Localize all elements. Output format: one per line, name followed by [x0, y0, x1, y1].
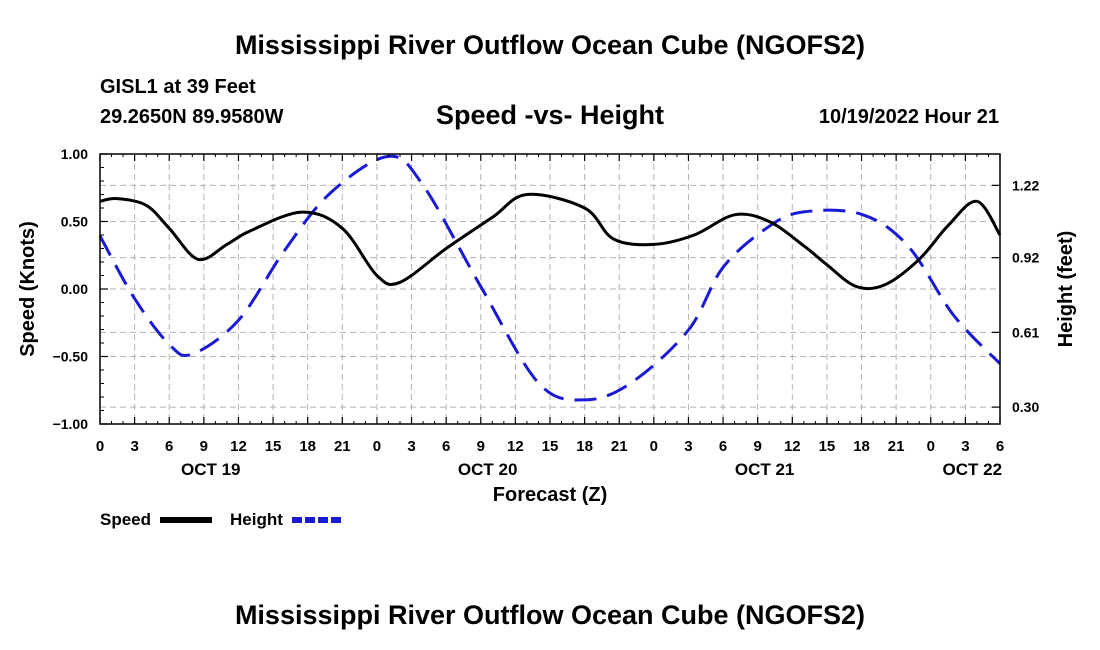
coordinates-label: 29.2650N 89.9580W: [100, 106, 284, 128]
x-tick-label: 21: [611, 438, 628, 455]
y-tick-label: 1.00: [61, 146, 88, 162]
date-label: OCT 21: [735, 460, 795, 479]
x-tick-label: 18: [299, 438, 316, 455]
x-tick-label: 21: [334, 438, 351, 455]
y-tick-label: −1.00: [53, 416, 89, 432]
x-tick-label: 9: [754, 438, 762, 455]
x-tick-label: 15: [542, 438, 559, 455]
x-tick-label: 9: [200, 438, 208, 455]
x-tick-label: 0: [650, 438, 658, 455]
x-tick-label: 6: [996, 438, 1004, 455]
x-tick-label: 12: [507, 438, 524, 455]
chart-subtitle: Speed -vs- Height: [435, 100, 665, 130]
x-tick-label: 0: [373, 438, 381, 455]
legend-label-speed: Speed: [100, 510, 151, 529]
date-label: OCT 22: [943, 460, 1003, 479]
x-tick-label: 6: [719, 438, 727, 455]
x-tick-label: 12: [784, 438, 801, 455]
chart-title: Mississippi River Outflow Ocean Cube (NG…: [234, 30, 866, 60]
x-tick-label: 0: [927, 438, 935, 455]
station-label: GISL1 at 39 Feet: [100, 76, 256, 98]
y2-tick-label: 0.30: [1012, 399, 1039, 415]
date-label: OCT 20: [458, 460, 518, 479]
series-layer: [98, 154, 1002, 402]
y-tick-label: 0.00: [61, 281, 88, 297]
y2-tick-label: 0.92: [1012, 250, 1039, 266]
y2-tick-label: 0.61: [1012, 324, 1039, 340]
x-tick-label: 0: [96, 438, 104, 455]
y-axis-label: Speed (Knots): [17, 221, 39, 357]
x-tick-label: 18: [576, 438, 593, 455]
legend-label-height: Height: [230, 510, 283, 529]
x-tick-label: 3: [407, 438, 415, 455]
x-tick-label: 15: [265, 438, 282, 455]
y-tick-label: −0.50: [53, 349, 89, 365]
x-tick-label: 12: [230, 438, 247, 455]
speed-series-line: [99, 192, 1002, 291]
y2-tick-label: 1.22: [1012, 177, 1039, 193]
y-tick-label: 0.50: [61, 214, 88, 230]
x-tick-label: 9: [477, 438, 485, 455]
date-label: OCT 19: [181, 460, 241, 479]
forecast-datetime: 10/19/2022 Hour 21: [818, 106, 999, 128]
x-tick-label: 15: [819, 438, 836, 455]
legend: Speed Height: [100, 510, 343, 529]
second-chart-title: Mississippi River Outflow Ocean Cube (NG…: [234, 600, 866, 630]
x-tick-label: 6: [165, 438, 173, 455]
x-axis-label: Forecast (Z): [493, 484, 607, 506]
height-series-line: [98, 154, 1002, 402]
axes: 0 3 6 9 12 15 18 21 0 3 6 9 12 15 18 21 0 3 6 9 12 15 18 21 0 3 6O…: [53, 146, 1040, 479]
x-tick-label: 21: [888, 438, 905, 455]
x-tick-label: 3: [130, 438, 138, 455]
y2-axis-label: Height (feet): [1055, 231, 1077, 348]
x-tick-label: 6: [442, 438, 450, 455]
x-tick-label: 3: [961, 438, 969, 455]
x-tick-label: 3: [684, 438, 692, 455]
x-tick-label: 18: [853, 438, 870, 455]
